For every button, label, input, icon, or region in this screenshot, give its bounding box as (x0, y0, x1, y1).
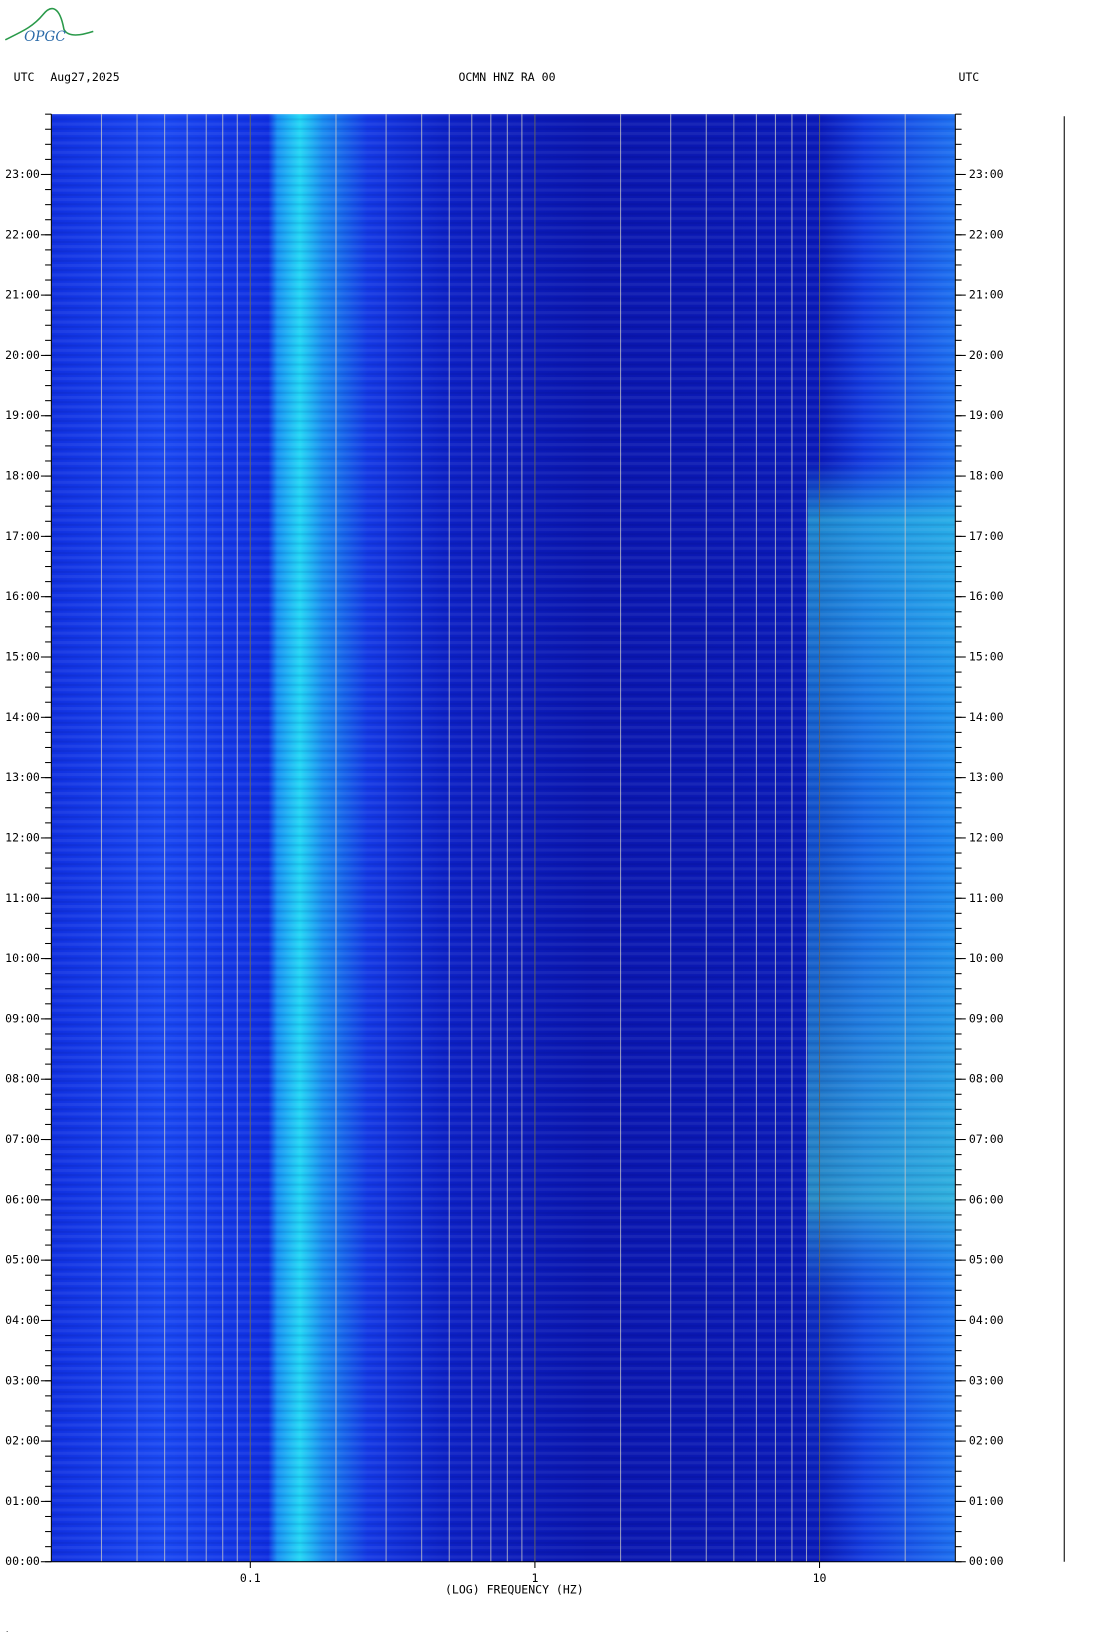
y-tick-label-right: 17:00 (969, 529, 1004, 543)
y-tick-label-right: 04:00 (969, 1313, 1004, 1327)
y-tick-label-right: 18:00 (969, 469, 1004, 483)
left-label: UTC (14, 70, 35, 84)
y-tick-label: 22:00 (5, 227, 40, 241)
y-tick-label: 13:00 (5, 770, 40, 784)
y-tick-label-right: 15:00 (969, 650, 1004, 664)
date: Aug27,2025 (50, 70, 119, 84)
y-tick-label: 23:00 (5, 167, 40, 181)
y-tick-label-right: 08:00 (969, 1072, 1004, 1086)
y-tick-label: 02:00 (5, 1434, 40, 1448)
y-tick-label-right: 02:00 (969, 1434, 1004, 1448)
y-tick-label: 00:00 (5, 1554, 40, 1568)
right-label: UTC (958, 70, 979, 84)
y-tick-label-right: 20:00 (969, 348, 1004, 362)
chart-title: OCMN HNZ RA 00 (458, 70, 555, 84)
y-tick-label: 06:00 (5, 1192, 40, 1206)
y-tick-label: 12:00 (5, 830, 40, 844)
mark: . (5, 1627, 9, 1634)
y-tick-label: 05:00 (5, 1253, 40, 1267)
y-tick-label-right: 16:00 (969, 589, 1004, 603)
x-axis-label: (LOG) FREQUENCY (HZ) (445, 1583, 584, 1597)
y-tick-label-right: 14:00 (969, 710, 1004, 724)
y-tick-label: 11:00 (5, 891, 40, 905)
y-tick-label: 15:00 (5, 650, 40, 664)
y-tick-label-right: 07:00 (969, 1132, 1004, 1146)
y-tick-label-right: 09:00 (969, 1011, 1004, 1025)
y-tick-label-right: 21:00 (969, 288, 1004, 302)
logo-curve (4, 7, 94, 41)
x-tick-label: 0.1 (240, 1571, 261, 1585)
y-tick-label-right: 13:00 (969, 770, 1004, 784)
y-tick-label-right: 03:00 (969, 1373, 1004, 1387)
y-tick-label-right: 22:00 (969, 227, 1004, 241)
y-tick-label: 19:00 (5, 408, 40, 422)
y-tick-label: 14:00 (5, 710, 40, 724)
x-tick-label: 1 (531, 1571, 538, 1585)
y-tick-label: 21:00 (5, 288, 40, 302)
y-tick-label: 10:00 (5, 951, 40, 965)
y-tick-label-right: 23:00 (969, 167, 1004, 181)
texture (51, 114, 956, 1562)
y-tick-label: 07:00 (5, 1132, 40, 1146)
y-tick-label-right: 10:00 (969, 951, 1004, 965)
y-tick-label: 20:00 (5, 348, 40, 362)
y-tick-label: 18:00 (5, 469, 40, 483)
y-tick-label: 17:00 (5, 529, 40, 543)
y-tick-label: 01:00 (5, 1494, 40, 1508)
y-tick-label-right: 06:00 (969, 1192, 1004, 1206)
y-tick-label: 16:00 (5, 589, 40, 603)
y-tick-label-right: 19:00 (969, 408, 1004, 422)
y-tick-label-right: 12:00 (969, 830, 1004, 844)
logo: OPGC (24, 29, 66, 45)
y-tick-label-right: 05:00 (969, 1253, 1004, 1267)
y-tick-label: 04:00 (5, 1313, 40, 1327)
y-tick-label: 03:00 (5, 1373, 40, 1387)
x-tick-label: 10 (813, 1571, 827, 1585)
y-tick-label-right: 11:00 (969, 891, 1004, 905)
y-tick-label-right: 00:00 (969, 1554, 1004, 1568)
y-tick-label: 08:00 (5, 1072, 40, 1086)
y-tick-label-right: 01:00 (969, 1494, 1004, 1508)
y-tick-label: 09:00 (5, 1011, 40, 1025)
